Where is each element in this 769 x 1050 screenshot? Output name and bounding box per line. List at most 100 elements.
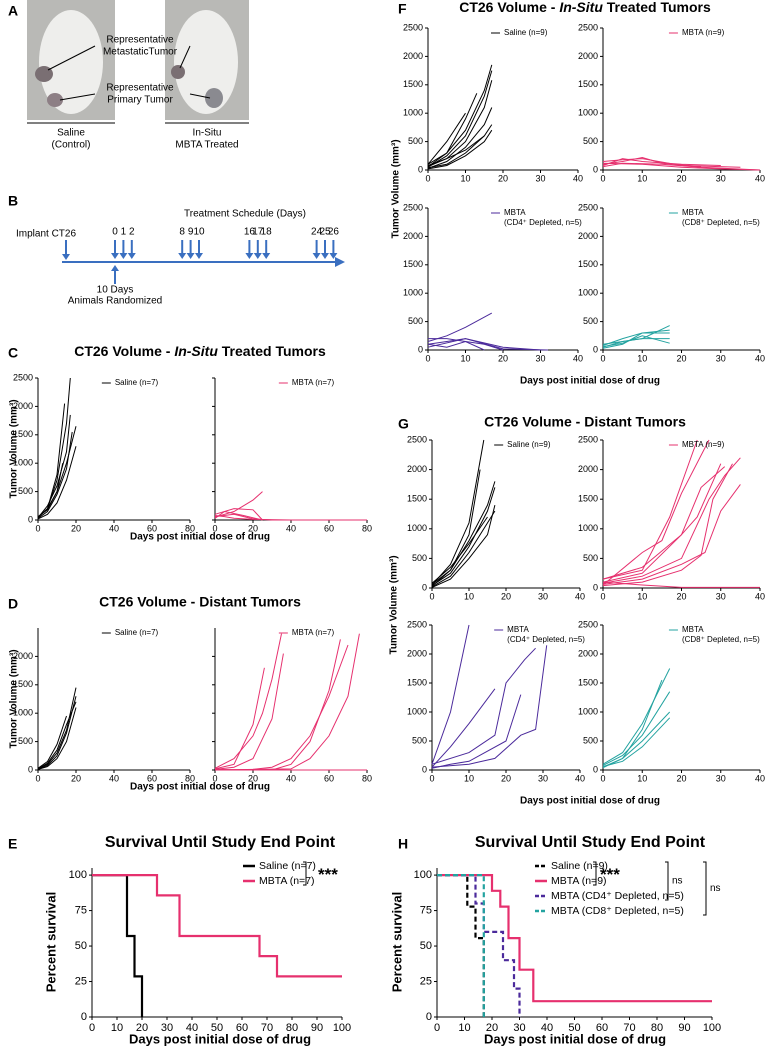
- y-tick-label: 0: [81, 1011, 87, 1023]
- y-tick-label: 1500: [407, 677, 427, 687]
- x-tick-label: 20: [501, 773, 511, 783]
- arrow: [47, 45, 96, 71]
- tumor-curve: [602, 332, 670, 346]
- x-tick-label: 0: [600, 173, 605, 183]
- schedule-day: 2: [129, 227, 135, 238]
- y-tick-label: 2000: [403, 51, 423, 61]
- panel-label: H: [398, 836, 408, 852]
- legend-label: Saline (n=7): [115, 378, 159, 387]
- legend-label: MBTA (n=7): [292, 378, 335, 387]
- tumor-curve: [214, 633, 360, 771]
- tumor-curve: [37, 431, 73, 519]
- y-tick-label: 2000: [578, 231, 598, 241]
- y-tick-label: 1000: [13, 458, 33, 468]
- tumor-curve: [37, 446, 77, 520]
- chart-title: Survival Until Study End Point: [105, 834, 336, 851]
- significance-label: ***: [600, 865, 620, 884]
- legend-label: MBTA (n=9): [682, 28, 725, 37]
- tumor-curve: [602, 158, 721, 166]
- x-tick-label: 10: [637, 173, 647, 183]
- y-tick-label: 1000: [578, 108, 598, 118]
- y-tick-label: 50: [420, 940, 432, 952]
- y-tick-label: 500: [412, 735, 427, 745]
- x-tick-label: 20: [501, 591, 511, 601]
- x-tick-label: 30: [161, 1022, 173, 1034]
- tumor-curve: [602, 581, 760, 588]
- mouse-body: [39, 10, 103, 114]
- tumor-curve: [431, 481, 496, 585]
- legend-label: MBTA: [682, 625, 704, 634]
- x-tick-label: 10: [464, 773, 474, 783]
- timeline-head: [335, 257, 345, 267]
- y-tick-label: 1500: [578, 494, 598, 504]
- title-part: CT26 Volume -: [459, 0, 559, 15]
- y-tick-label: 2000: [407, 648, 427, 658]
- x-tick-label: 20: [498, 173, 508, 183]
- x-tick-label: 0: [429, 773, 434, 783]
- x-tick-label: 0: [89, 1022, 95, 1034]
- tumor-curve: [427, 135, 485, 168]
- tumor-curve: [602, 158, 741, 168]
- legend-label: MBTA (CD4⁺ Depleted, n=5): [551, 890, 684, 902]
- x-tick-label: 60: [236, 1022, 248, 1034]
- x-tick-label: 30: [716, 173, 726, 183]
- title-part: Treated Tumors: [218, 343, 326, 359]
- x-tick-label: 40: [109, 773, 119, 783]
- legend-label: MBTA: [507, 625, 529, 634]
- y-tick-label: 2500: [578, 619, 598, 629]
- y-tick-label: 0: [593, 164, 598, 174]
- x-tick-label: 40: [573, 173, 583, 183]
- legend-label: Saline (n=9): [507, 440, 551, 449]
- x-tick-label: 0: [429, 591, 434, 601]
- y-tick-label: 500: [18, 736, 33, 746]
- tumor-curve: [215, 639, 341, 771]
- x-tick-label: 40: [286, 773, 296, 783]
- y-tick-label: 25: [75, 975, 87, 987]
- arrow-head: [111, 265, 119, 271]
- x-tick-label: 0: [425, 173, 430, 183]
- x-tick-label: 10: [460, 173, 470, 183]
- x-tick-label: 40: [286, 523, 296, 533]
- tumor-curve: [431, 504, 496, 588]
- y-tick-label: 2000: [13, 651, 33, 661]
- x-tick-label: 0: [600, 591, 605, 601]
- y-tick-label: 2500: [407, 619, 427, 629]
- x-tick-label: 10: [637, 591, 647, 601]
- y-tick-label: 0: [418, 344, 423, 354]
- y-tick-label: 1000: [13, 708, 33, 718]
- tumor-curve: [431, 469, 481, 587]
- panel-label: F: [398, 1, 407, 17]
- survival-curve: [92, 874, 342, 978]
- photo-caption: (Control): [52, 140, 91, 151]
- x-tick-label: 80: [286, 1022, 298, 1034]
- schedule-day: 9: [188, 227, 194, 238]
- x-tick-label: 20: [676, 353, 686, 363]
- tumor-curve: [427, 338, 549, 351]
- survival-curve: [437, 874, 521, 1017]
- x-tick-label: 60: [147, 773, 157, 783]
- chart-title: Survival Until Study End Point: [475, 834, 706, 851]
- panel-label: E: [8, 836, 17, 852]
- x-tick-label: 100: [703, 1022, 721, 1034]
- legend-label: Saline (n=9): [504, 28, 548, 37]
- x-tick-label: 60: [324, 523, 334, 533]
- y-tick-label: 0: [422, 764, 427, 774]
- significance-label: ns: [672, 876, 683, 887]
- tumor-curve: [214, 515, 367, 521]
- x-tick-label: 40: [186, 1022, 198, 1034]
- x-tick-label: 90: [311, 1022, 323, 1034]
- y-tick-label: 1000: [578, 523, 598, 533]
- schedule-day: 10: [193, 227, 205, 238]
- title-part: In-Situ: [559, 0, 603, 15]
- arrow-head: [329, 253, 338, 259]
- mouse-body: [174, 10, 238, 114]
- tumor: [47, 93, 63, 107]
- schedule-note: Animals Randomized: [68, 296, 163, 307]
- legend-label: MBTA: [504, 208, 526, 217]
- x-tick-label: 40: [573, 353, 583, 363]
- y-axis-label: Percent survival: [389, 892, 404, 992]
- x-axis-label: Days post initial dose of drug: [484, 1031, 666, 1046]
- legend-label: MBTA (n=7): [259, 875, 315, 887]
- x-tick-label: 70: [623, 1022, 635, 1034]
- y-tick-label: 2500: [578, 22, 598, 32]
